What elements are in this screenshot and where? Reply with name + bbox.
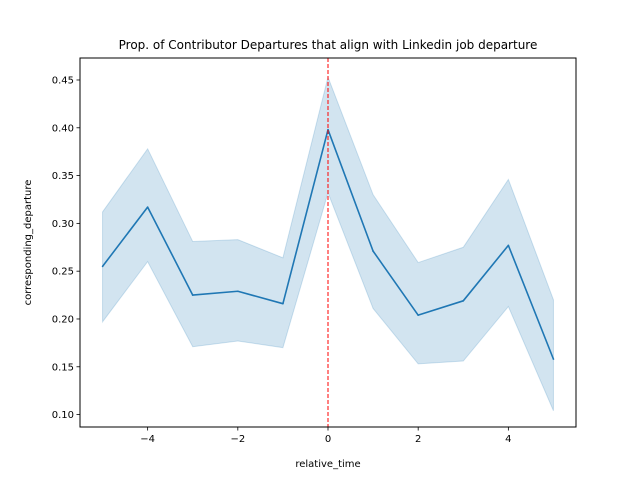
y-axis-label: corresponding_departure <box>23 180 34 306</box>
y-tick-label: 0.40 <box>52 123 74 134</box>
data-point <box>101 265 104 268</box>
data-point <box>282 302 284 305</box>
x-tick-label: 2 <box>415 434 421 445</box>
data-point <box>146 206 149 208</box>
confidence-band-layer <box>102 75 554 411</box>
y-tick-label: 0.15 <box>52 362 74 373</box>
y-tick-label: 0.20 <box>52 314 74 325</box>
y-tick-label: 0.10 <box>52 410 74 421</box>
data-point <box>191 294 194 296</box>
x-tick-label: 4 <box>505 434 511 445</box>
data-point <box>507 244 510 247</box>
data-point <box>372 250 374 252</box>
data-point <box>417 314 419 316</box>
chart-title: Prop. of Contributor Departures that ali… <box>119 38 538 52</box>
x-tick-label: −2 <box>230 434 245 445</box>
data-point <box>462 300 465 302</box>
y-tick-label: 0.25 <box>52 267 74 278</box>
data-point <box>552 358 555 360</box>
y-tick-label: 0.45 <box>52 75 74 86</box>
y-axis-ticks: 0.10 0.15 0.20 0.25 0.30 0.35 0.40 0.45 <box>52 75 80 421</box>
confidence-band <box>102 75 554 411</box>
x-axis-ticks: −4 −2 0 2 4 <box>140 427 512 445</box>
x-axis-label: relative_time <box>295 459 360 470</box>
y-tick-label: 0.35 <box>52 171 74 182</box>
data-point <box>237 290 239 293</box>
x-tick-label: 0 <box>325 434 331 445</box>
x-tick-label: −4 <box>140 434 155 445</box>
y-tick-label: 0.30 <box>52 219 74 230</box>
